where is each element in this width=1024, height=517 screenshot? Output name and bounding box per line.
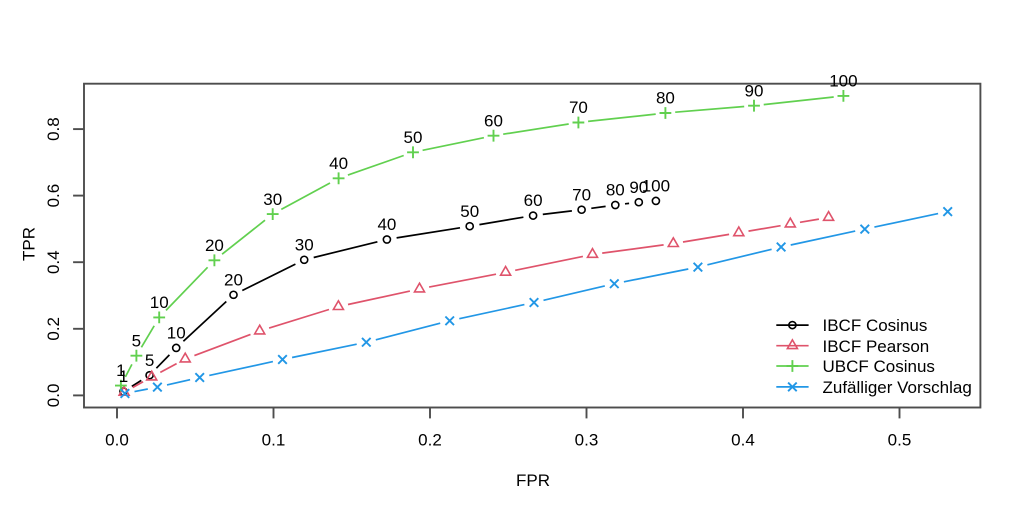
svg-text:5: 5 — [145, 351, 154, 370]
svg-text:0.6: 0.6 — [44, 184, 63, 208]
svg-text:IBCF Cosinus: IBCF Cosinus — [823, 316, 928, 335]
svg-text:40: 40 — [329, 154, 348, 173]
svg-text:0.4: 0.4 — [731, 430, 755, 449]
svg-text:5: 5 — [132, 331, 141, 350]
svg-text:0.0: 0.0 — [105, 430, 129, 449]
svg-text:IBCF Pearson: IBCF Pearson — [823, 337, 930, 356]
svg-text:0.8: 0.8 — [44, 117, 63, 141]
svg-text:0.2: 0.2 — [44, 317, 63, 341]
svg-text:FPR: FPR — [516, 471, 550, 490]
svg-text:40: 40 — [377, 215, 396, 234]
svg-text:70: 70 — [572, 185, 591, 204]
svg-text:80: 80 — [656, 89, 675, 108]
svg-text:Zufälliger Vorschlag: Zufälliger Vorschlag — [823, 378, 972, 397]
svg-text:20: 20 — [205, 236, 224, 255]
svg-text:1: 1 — [116, 361, 125, 380]
svg-text:90: 90 — [745, 81, 764, 100]
svg-text:20: 20 — [224, 270, 243, 289]
svg-text:50: 50 — [460, 202, 479, 221]
svg-text:10: 10 — [150, 293, 169, 312]
svg-text:0.3: 0.3 — [575, 430, 599, 449]
svg-text:0.2: 0.2 — [418, 430, 442, 449]
svg-text:0.5: 0.5 — [888, 430, 912, 449]
svg-text:50: 50 — [404, 128, 423, 147]
svg-text:100: 100 — [829, 72, 857, 91]
svg-text:0.4: 0.4 — [44, 250, 63, 274]
svg-text:0.1: 0.1 — [262, 430, 286, 449]
svg-text:TPR: TPR — [20, 227, 39, 261]
svg-text:30: 30 — [295, 236, 314, 255]
svg-text:100: 100 — [642, 177, 670, 196]
svg-text:10: 10 — [167, 324, 186, 343]
svg-text:80: 80 — [606, 181, 625, 200]
svg-text:0.0: 0.0 — [44, 384, 63, 408]
svg-text:UBCF Cosinus: UBCF Cosinus — [823, 357, 935, 376]
svg-text:60: 60 — [484, 111, 503, 130]
svg-text:30: 30 — [263, 190, 282, 209]
svg-text:70: 70 — [569, 98, 588, 117]
svg-text:60: 60 — [524, 191, 543, 210]
